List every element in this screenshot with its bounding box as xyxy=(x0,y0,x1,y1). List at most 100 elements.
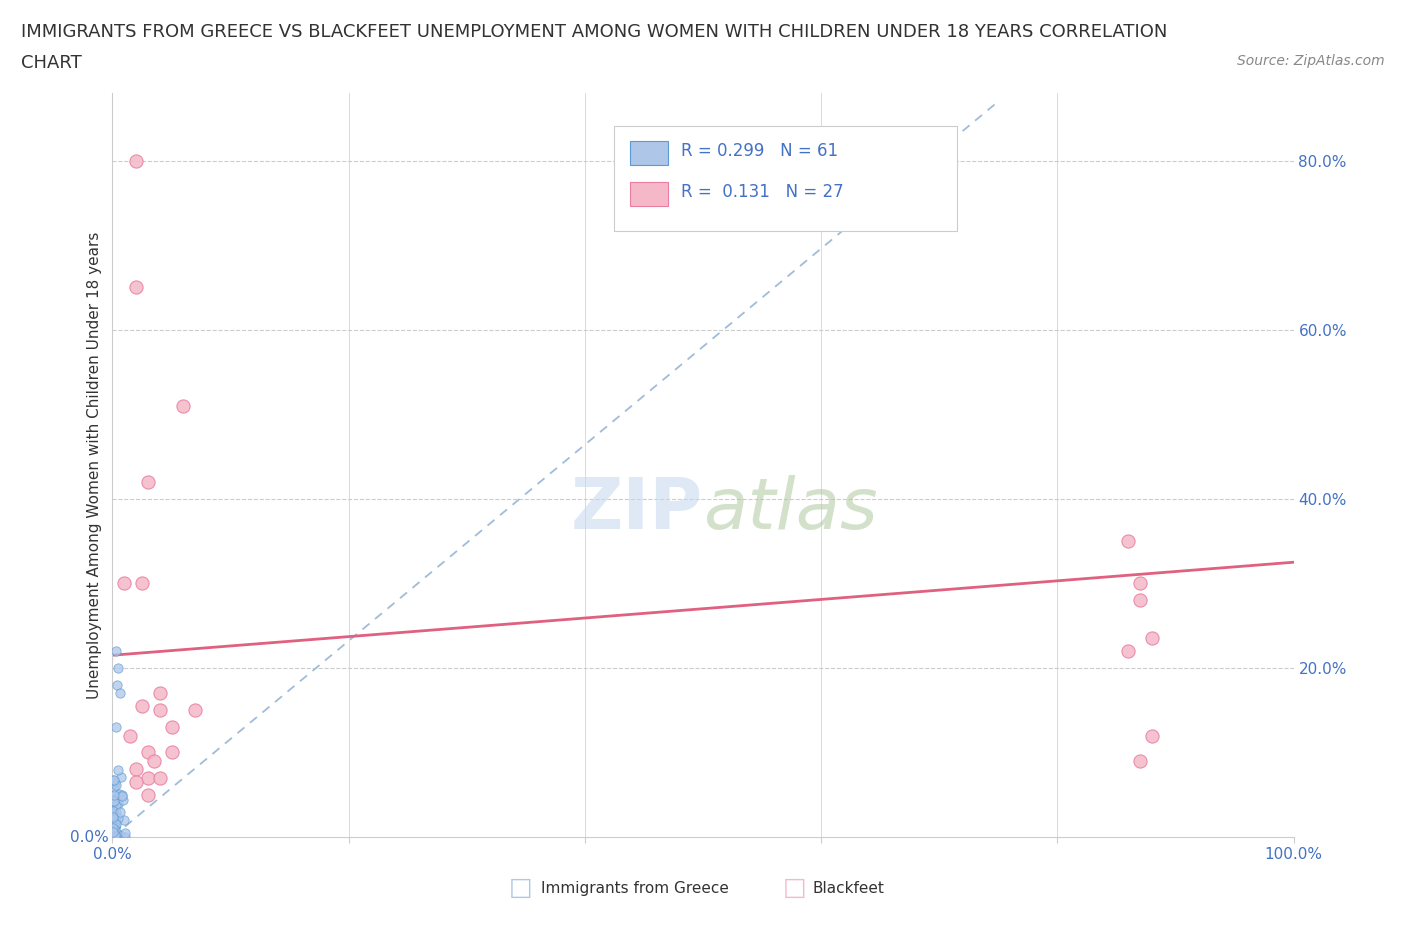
Point xyxy=(101,810,124,825)
Point xyxy=(101,812,124,827)
Text: Immigrants from Greece: Immigrants from Greece xyxy=(541,881,730,896)
Point xyxy=(103,821,125,836)
Point xyxy=(101,819,124,834)
Point xyxy=(125,762,148,777)
Point xyxy=(172,398,194,413)
Point xyxy=(103,796,125,811)
Point xyxy=(107,796,129,811)
FancyBboxPatch shape xyxy=(630,141,668,166)
Point xyxy=(108,828,131,843)
Point xyxy=(104,777,127,792)
Point xyxy=(105,827,128,842)
Point xyxy=(160,720,183,735)
Text: R = 0.299   N = 61: R = 0.299 N = 61 xyxy=(681,142,838,160)
Point xyxy=(103,828,125,843)
Point xyxy=(101,804,124,818)
Text: R =  0.131   N = 27: R = 0.131 N = 27 xyxy=(681,183,844,201)
Text: IMMIGRANTS FROM GREECE VS BLACKFEET UNEMPLOYMENT AMONG WOMEN WITH CHILDREN UNDER: IMMIGRANTS FROM GREECE VS BLACKFEET UNEM… xyxy=(21,23,1167,41)
Point xyxy=(112,576,135,591)
Point xyxy=(107,660,129,675)
Point xyxy=(131,576,153,591)
Text: ZIP: ZIP xyxy=(571,475,703,544)
Text: 0.0%: 0.0% xyxy=(70,830,108,844)
Point xyxy=(149,770,172,785)
Point xyxy=(105,677,128,692)
Point xyxy=(111,792,134,807)
Point xyxy=(101,810,124,825)
Y-axis label: Unemployment Among Women with Children Under 18 years: Unemployment Among Women with Children U… xyxy=(87,232,103,698)
Point xyxy=(125,280,148,295)
Text: atlas: atlas xyxy=(703,475,877,544)
Point xyxy=(103,829,125,844)
Point xyxy=(101,826,124,841)
Point xyxy=(149,685,172,700)
Point xyxy=(1129,576,1152,591)
Point xyxy=(120,728,142,743)
Point xyxy=(103,779,125,794)
Point xyxy=(108,787,131,802)
Point xyxy=(101,824,124,839)
Point xyxy=(110,769,132,784)
FancyBboxPatch shape xyxy=(614,126,957,231)
Point xyxy=(104,814,127,829)
Point xyxy=(101,789,124,804)
Point xyxy=(103,788,125,803)
Point xyxy=(103,799,125,814)
Point xyxy=(111,788,134,803)
Point xyxy=(1129,753,1152,768)
Point xyxy=(104,774,127,789)
Point xyxy=(103,828,125,843)
Text: Blackfeet: Blackfeet xyxy=(813,881,884,896)
Point xyxy=(1140,631,1163,645)
Text: □: □ xyxy=(509,876,531,900)
Point xyxy=(1129,592,1152,607)
Point xyxy=(101,809,124,824)
Point xyxy=(142,753,165,768)
Text: CHART: CHART xyxy=(21,54,82,72)
Point xyxy=(104,820,127,835)
Point xyxy=(103,773,125,788)
Point xyxy=(1116,534,1139,549)
Point xyxy=(136,745,159,760)
Point xyxy=(103,820,125,835)
Point xyxy=(114,825,136,840)
Point xyxy=(104,720,127,735)
Point xyxy=(105,644,128,658)
Point xyxy=(104,804,127,819)
Point xyxy=(105,817,128,831)
Point xyxy=(136,474,159,489)
Point xyxy=(101,827,124,842)
Point xyxy=(103,822,125,837)
Point xyxy=(101,824,124,839)
Point xyxy=(110,804,132,819)
Point xyxy=(105,792,128,807)
Point xyxy=(103,816,125,830)
Point xyxy=(149,703,172,718)
Point xyxy=(1140,728,1163,743)
Point xyxy=(107,763,129,777)
Point xyxy=(136,770,159,785)
Point xyxy=(136,788,159,803)
Point xyxy=(104,828,127,843)
Point xyxy=(114,830,136,844)
Point xyxy=(101,793,124,808)
Point xyxy=(101,829,124,844)
Point xyxy=(103,827,125,842)
Point xyxy=(1116,644,1139,658)
Point xyxy=(104,823,127,838)
Point xyxy=(104,818,127,833)
Point xyxy=(103,794,125,809)
Point xyxy=(103,772,125,787)
Point xyxy=(112,812,135,827)
Text: Source: ZipAtlas.com: Source: ZipAtlas.com xyxy=(1237,54,1385,68)
Point xyxy=(104,798,127,813)
Point xyxy=(108,685,131,700)
Point xyxy=(125,153,148,168)
Point xyxy=(104,819,127,834)
Point xyxy=(125,775,148,790)
Point xyxy=(184,703,207,718)
Point xyxy=(110,789,132,804)
Point xyxy=(160,745,183,760)
FancyBboxPatch shape xyxy=(630,182,668,206)
Point xyxy=(103,804,125,818)
